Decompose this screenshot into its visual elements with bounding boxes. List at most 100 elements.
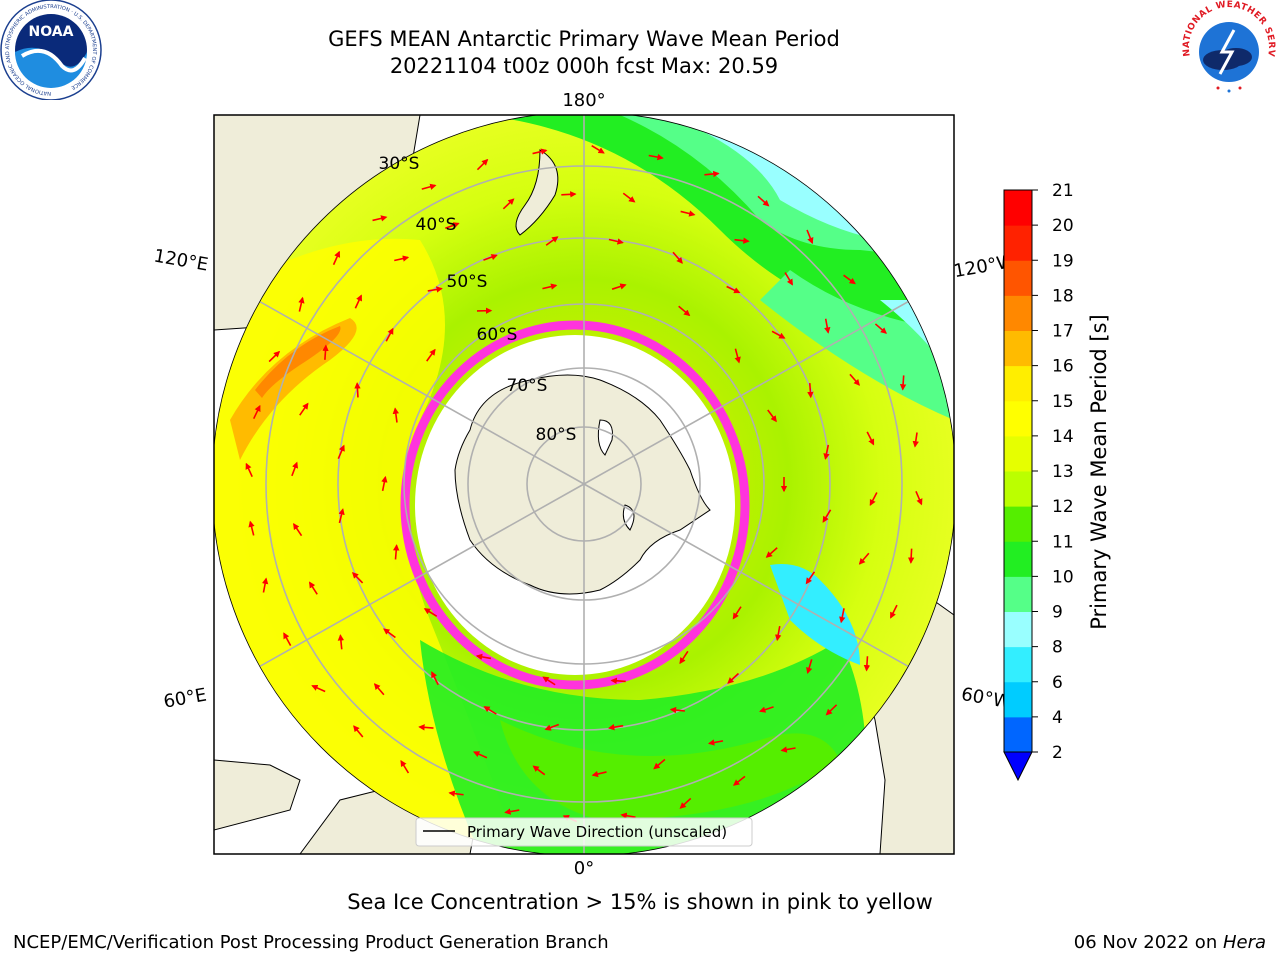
colorbar-tick-label: 20 [1052,216,1074,236]
wave-arrow [863,656,871,672]
colorbar-segment [1004,506,1032,542]
colorbar-tick-label: 14 [1052,427,1074,447]
colorbar-tick-label: 18 [1052,286,1074,306]
wave-arrow [765,547,778,558]
wave-arrow [767,409,777,423]
wave-direction-arrows [245,144,923,823]
noaa-logo: NATIONAL OCEANIC AND ATMOSPHERIC ADMINIS… [0,0,102,100]
colorbar-segment [1004,365,1032,402]
footer-date-text: 06 Nov 2022 on [1073,932,1223,953]
colorbar-segment [1004,576,1032,612]
wave-arrow [427,286,443,293]
wave-arrow [475,653,492,661]
wave-arrow [610,677,626,685]
wave-arrow [874,323,887,334]
lat-label-30s: 30°S [379,154,420,174]
lat-label-60s: 60°S [477,325,518,345]
wave-arrow [890,604,898,619]
wave-arrow [680,210,696,217]
wave-arrow [354,294,362,309]
chart-subtitle: 20221104 t00z 000h fcst Max: 20.59 [389,54,779,78]
wave-arrow [381,475,388,492]
wave-arrow [483,706,497,715]
wave-arrow [726,285,741,294]
wave-arrow [822,509,832,523]
wave-arrow [899,375,907,391]
wave-arrow [907,548,915,564]
wave-arrow [825,704,838,716]
wave-arrow [392,407,399,423]
wave-arrow [298,296,305,312]
wave-arrow [351,572,364,584]
lat-label-50s: 50°S [447,272,488,292]
wave-arrow [622,192,636,203]
wave-period-field [214,115,954,854]
wave-arrow [869,492,878,506]
wave-arrow [338,508,345,524]
wave-arrow [353,725,364,738]
legend-label: Primary Wave Direction (unscaled) [467,823,727,841]
wave-arrow [423,608,438,617]
colorbar-tick-label: 21 [1052,181,1074,201]
lat-label-70s: 70°S [507,376,548,396]
noaa-logo-text: NOAA [29,24,74,40]
wave-arrow [426,348,436,362]
wave-arrow [839,608,846,624]
wave-arrow [727,672,740,684]
colorbar-tick-label: 13 [1052,462,1074,482]
map-frame [213,114,955,855]
lat-label-40s: 40°S [416,215,457,235]
wave-arrow [445,222,460,229]
wave-arrow [679,797,692,809]
wave-arrow [759,706,774,713]
wave-arrow [915,490,923,506]
wave-arrow [734,348,741,364]
wave-arrow [704,170,720,178]
wave-arrow [679,650,689,665]
wave-arrow [385,327,394,342]
wave-arrow [542,676,556,686]
wave-arrow [472,751,488,759]
wave-arrow [532,148,548,155]
colorbar-segment [1004,716,1032,753]
wave-arrow [309,581,318,595]
wave-arrow [448,790,464,797]
wave-arrow [544,723,560,731]
footer-host: Hera [1222,932,1266,953]
colorbar-tick-label: 2 [1052,743,1063,763]
wave-arrow [394,255,410,262]
wave-arrow [400,759,410,774]
colorbar-segment [1004,541,1032,577]
wave-arrow [483,254,498,261]
colorbar-segment [1004,611,1032,648]
wave-arrow [707,739,724,746]
wave-arrow [337,634,345,650]
wave-arrow [732,606,742,620]
lon-label-180: 180° [562,90,605,111]
wave-arrow [383,628,396,639]
wave-arrow [476,158,489,171]
colorbar-tick-label: 15 [1052,392,1074,412]
land-madagascar [214,759,301,831]
wave-arrow [252,404,261,420]
colorbar-tick-label: 12 [1052,497,1074,517]
sea-ice-note: Sea Ice Concentration > 15% is shown in … [347,890,933,914]
wave-arrow [591,770,607,778]
colorbar-tick-label: 11 [1052,532,1074,552]
colorbar-segment [1004,646,1032,683]
wave-arrow [299,402,309,416]
wave-arrow [806,659,813,675]
wave-arrow [849,373,861,386]
wave-arrow [561,191,577,198]
wave-arrow [669,706,686,714]
wave-arrow [608,724,624,731]
wave-arrow [591,144,605,154]
wave-arrow [504,808,520,815]
colorbar-segment [1004,435,1032,472]
wave-arrow [354,382,361,398]
wave-arrow [806,229,814,245]
wave-arrow [311,684,326,693]
wave-arrow [421,183,437,190]
wave-arrow [620,812,636,819]
chart-title: GEFS MEAN Antarctic Primary Wave Mean Pe… [328,27,840,51]
